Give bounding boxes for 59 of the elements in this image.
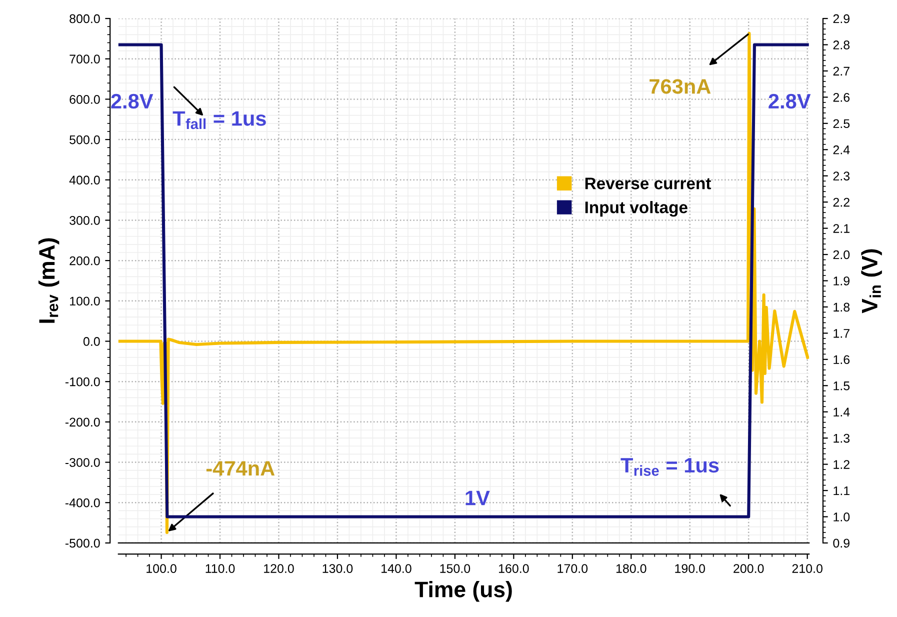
y-tick-label: -100.0 xyxy=(65,377,100,386)
annotation: T$_{fall}$ = 1us xyxy=(172,111,266,130)
annotation: 2.8V xyxy=(111,94,154,109)
y2-tick-label: 1.1 xyxy=(834,486,850,496)
y2-tick-label: 0.9 xyxy=(833,538,850,548)
legend-label: Input voltage xyxy=(585,201,688,217)
annotation: 2.8V xyxy=(768,94,811,109)
y2-axis-title: V$_{in}$ (V) xyxy=(861,249,882,314)
x-tick-label: 110.0 xyxy=(206,564,235,573)
x-axis-title: Time (us) xyxy=(414,581,512,602)
y-tick-label: 500.0 xyxy=(70,135,100,144)
annotation: T$_{rise}$ = 1us xyxy=(620,458,719,476)
y2-tick-label: 1.8 xyxy=(834,302,850,312)
x-tick-label: 170.0 xyxy=(558,564,588,573)
y2-tick-label: 1.7 xyxy=(834,329,850,338)
y-tick-label: 800.0 xyxy=(70,14,100,24)
y-tick-label: 400.0 xyxy=(69,176,100,185)
y2-tick-label: 2.3 xyxy=(833,172,850,180)
annotation: 763nA xyxy=(650,79,711,94)
y2-tick-label: 2.7 xyxy=(833,66,850,76)
y-tick-label: 700.0 xyxy=(70,54,100,64)
annotation: 1V xyxy=(466,490,490,506)
y2-tick-label: 2.0 xyxy=(833,250,850,260)
x-tick-label: 120.0 xyxy=(264,564,294,573)
y2-tick-label: 1.5 xyxy=(834,382,850,390)
y2-tick-label: 1.4 xyxy=(834,408,850,416)
x-tick-label: 180.0 xyxy=(616,564,646,573)
y2-tick-label: 1.6 xyxy=(834,355,850,364)
y2-tick-label: 2.8 xyxy=(833,40,850,50)
y2-tick-label: 1.2 xyxy=(834,460,850,469)
y2-tick-label: 2.6 xyxy=(833,92,850,102)
x-tick-label: 200.0 xyxy=(734,564,764,573)
y-tick-label: -400.0 xyxy=(65,498,100,508)
y2-tick-label: 1.3 xyxy=(834,434,850,443)
x-tick-label: 100.0 xyxy=(146,564,176,573)
x-tick-label: 160.0 xyxy=(498,564,529,573)
x-tick-label: 190.0 xyxy=(675,564,706,573)
y-tick-label: -300.0 xyxy=(65,458,100,467)
y2-tick-label: 2.9 xyxy=(833,14,850,24)
x-tick-label: 140.0 xyxy=(382,564,412,573)
y2-tick-label: 1.9 xyxy=(834,276,850,286)
legend-label: Reverse current xyxy=(585,178,712,190)
y-tick-label: -500.0 xyxy=(65,538,100,548)
x-tick-label: 210.0 xyxy=(792,564,822,573)
y2-tick-label: 2.2 xyxy=(833,198,850,207)
y-axis-title: I$_{rev}$ (mA) xyxy=(38,238,60,323)
x-tick-label: 150.0 xyxy=(440,564,470,573)
y-tick-label: -200.0 xyxy=(65,418,100,427)
x-tick-label: 130.0 xyxy=(322,564,353,573)
y2-tick-label: 2.5 xyxy=(833,119,850,128)
y-tick-label: 0.0 xyxy=(83,337,100,346)
y2-tick-label: 1.0 xyxy=(834,512,850,522)
y2-tick-label: 2.1 xyxy=(833,224,850,233)
y-tick-label: 600.0 xyxy=(70,94,100,104)
y-tick-label: 100.0 xyxy=(70,296,100,306)
y-tick-label: 300.0 xyxy=(70,216,100,225)
annotation: -474nA xyxy=(206,461,275,476)
y-tick-label: 200.0 xyxy=(70,256,100,266)
y2-tick-label: 2.4 xyxy=(833,145,850,154)
